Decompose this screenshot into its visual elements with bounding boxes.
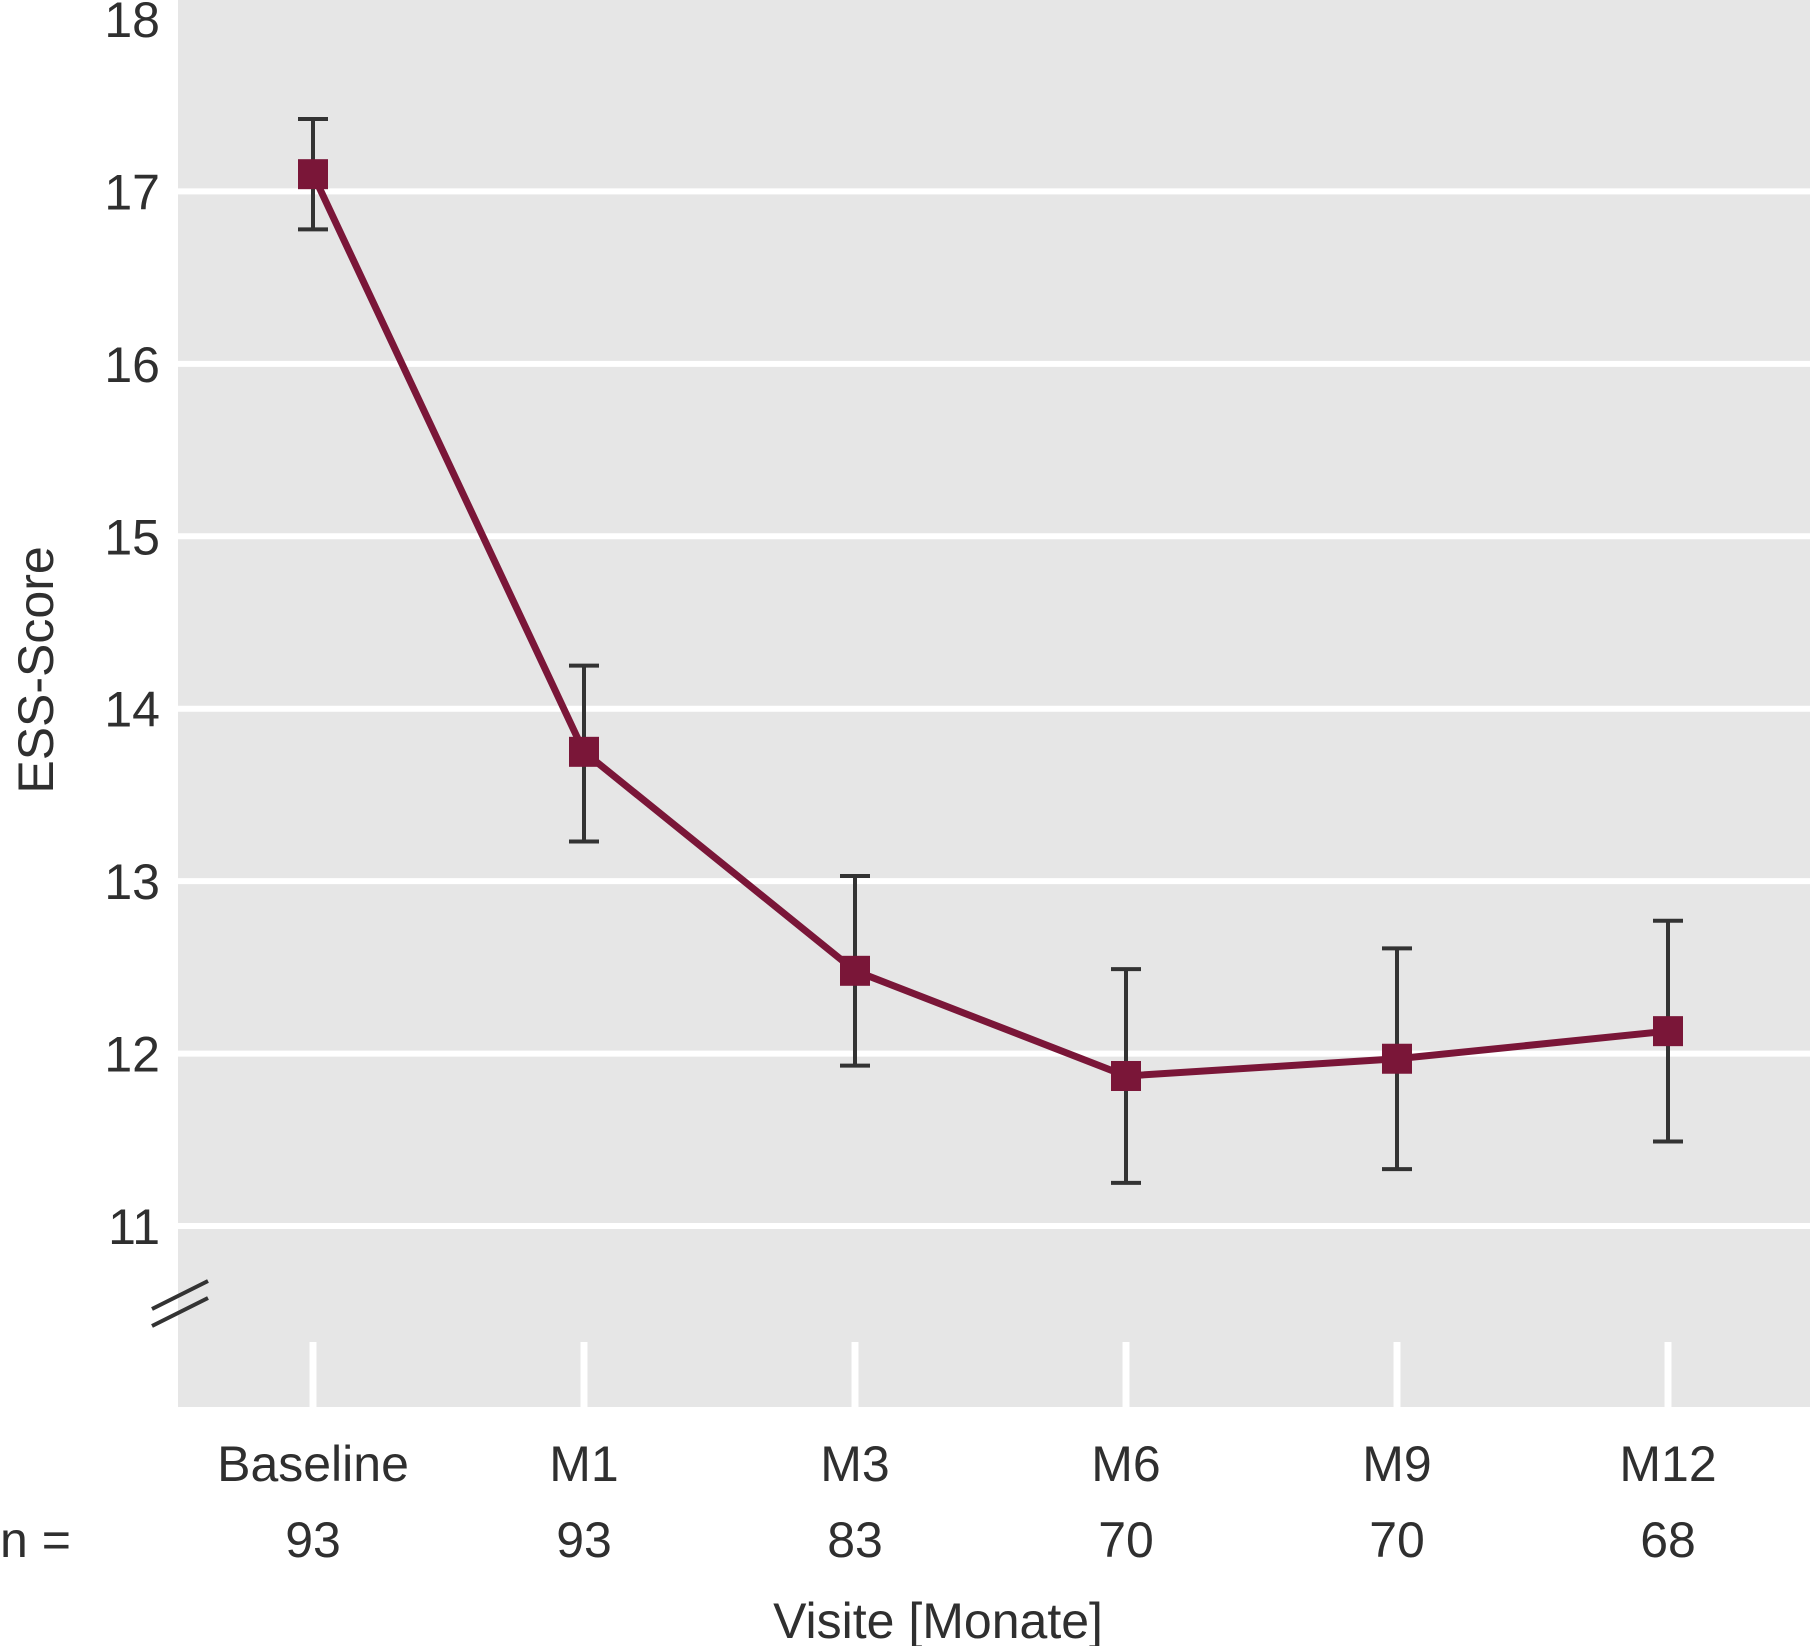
category-label-3: M6 xyxy=(1091,1436,1160,1492)
y-tick-label-18: 18 xyxy=(104,0,160,48)
y-tick-label-11: 11 xyxy=(108,1199,160,1255)
data-markers xyxy=(298,159,1683,1091)
category-label-0: Baseline xyxy=(217,1436,409,1492)
category-label-5: M12 xyxy=(1619,1436,1716,1492)
data-marker-5 xyxy=(1653,1016,1683,1047)
n-value-4: 70 xyxy=(1369,1512,1425,1568)
x-axis-title: Visite [Monate] xyxy=(773,1593,1103,1646)
n-labels: 93 93 83 70 70 68 xyxy=(285,1512,1696,1568)
n-value-0: 93 xyxy=(285,1512,341,1568)
n-value-1: 93 xyxy=(556,1512,612,1568)
category-label-4: M9 xyxy=(1362,1436,1431,1492)
y-tick-label-15: 15 xyxy=(104,509,160,565)
y-tick-label-12: 12 xyxy=(104,1027,160,1083)
category-labels: Baseline M1 M3 M6 M9 M12 xyxy=(217,1436,1717,1492)
category-label-1: M1 xyxy=(549,1436,618,1492)
series-line xyxy=(309,172,1669,1080)
data-marker-2 xyxy=(840,955,870,986)
gridlines xyxy=(178,188,1810,1229)
y-tick-labels: 11 12 13 14 15 16 17 18 xyxy=(104,0,160,1255)
data-marker-3 xyxy=(1111,1060,1141,1091)
y-tick-label-16: 16 xyxy=(104,337,160,393)
y-tick-label-14: 14 xyxy=(104,682,160,738)
x-tick-marks xyxy=(309,1342,1672,1407)
break-line-1 xyxy=(151,1279,209,1311)
n-value-2: 83 xyxy=(827,1512,883,1568)
series-line-path xyxy=(309,172,1669,1080)
data-marker-1 xyxy=(569,736,599,767)
axis-break-mark xyxy=(151,1279,209,1328)
n-value-5: 68 xyxy=(1640,1512,1696,1568)
category-label-2: M3 xyxy=(820,1436,889,1492)
y-tick-label-17: 17 xyxy=(104,164,160,220)
data-marker-4 xyxy=(1382,1043,1412,1074)
n-prefix-label: n = xyxy=(0,1512,71,1568)
n-value-3: 70 xyxy=(1098,1512,1154,1568)
plot-background xyxy=(178,0,1810,1407)
data-marker-0 xyxy=(298,159,328,190)
y-axis-title: ESS-Score xyxy=(8,546,64,793)
break-line-2 xyxy=(151,1296,209,1328)
y-tick-label-13: 13 xyxy=(104,854,160,910)
